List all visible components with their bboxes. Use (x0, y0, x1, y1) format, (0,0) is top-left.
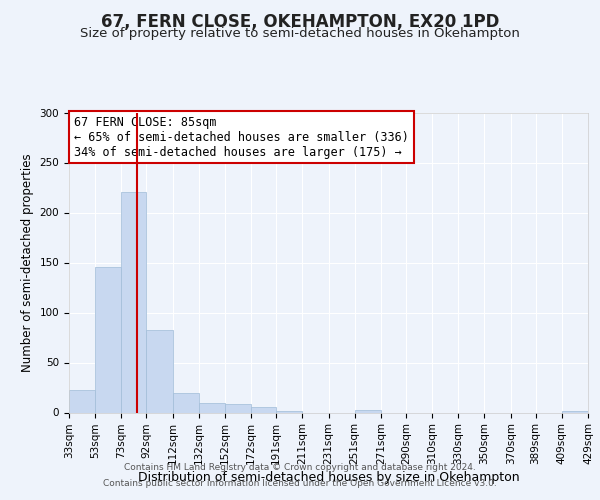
Bar (146, 330, 173, 412)
Bar (121, 192, 146, 412)
Bar (251, 406, 276, 412)
Text: Size of property relative to semi-detached houses in Okehampton: Size of property relative to semi-detach… (80, 28, 520, 40)
Y-axis label: Number of semi-detached properties: Number of semi-detached properties (21, 153, 34, 372)
Text: 67, FERN CLOSE, OKEHAMPTON, EX20 1PD: 67, FERN CLOSE, OKEHAMPTON, EX20 1PD (101, 12, 499, 30)
Bar (69, 390, 95, 412)
Text: Contains HM Land Registry data © Crown copyright and database right 2024.: Contains HM Land Registry data © Crown c… (124, 464, 476, 472)
Bar (173, 392, 199, 412)
Bar (562, 410, 588, 412)
Bar (225, 404, 251, 412)
Bar (199, 402, 225, 412)
Text: Contains public sector information licensed under the Open Government Licence v3: Contains public sector information licen… (103, 478, 497, 488)
Text: 67 FERN CLOSE: 85sqm
← 65% of semi-detached houses are smaller (336)
34% of semi: 67 FERN CLOSE: 85sqm ← 65% of semi-detac… (74, 116, 409, 158)
X-axis label: Distribution of semi-detached houses by size in Okehampton: Distribution of semi-detached houses by … (137, 472, 520, 484)
Bar (355, 410, 381, 412)
Bar (276, 410, 302, 412)
Bar (95, 266, 121, 412)
